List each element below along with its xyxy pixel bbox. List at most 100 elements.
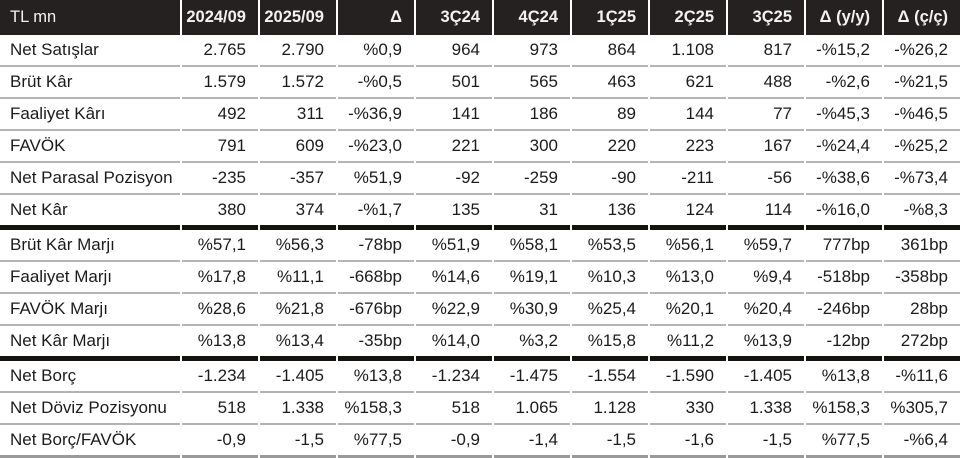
row-label: Faaliyet Marjı — [0, 262, 180, 294]
cell-value: -%26,2 — [884, 35, 960, 67]
cell-value: 1.108 — [650, 35, 726, 67]
cell-value: -92 — [416, 163, 492, 195]
table-row: Net Satışlar 2.765 2.790 %0,9 964 973 864 1.108… — [0, 35, 960, 67]
cell-value: -%45,3 — [806, 99, 882, 131]
cell-value: %3,2 — [494, 326, 570, 361]
table-row: Faaliyet Marjı %17,8 %11,1 -668bp %14,6 %19,1… — [0, 262, 960, 294]
cell-value: 1.065 — [494, 393, 570, 425]
cell-value: -259 — [494, 163, 570, 195]
cell-value: 77 — [728, 99, 804, 131]
cell-value: -1,5 — [728, 425, 804, 458]
row-label: Net Satışlar — [0, 35, 180, 67]
cell-value: %56,3 — [260, 230, 336, 262]
cell-value: %77,5 — [338, 425, 414, 458]
cell-value: 186 — [494, 99, 570, 131]
cell-value: -%46,5 — [884, 99, 960, 131]
cell-value: 220 — [572, 131, 648, 163]
cell-value: 492 — [182, 99, 258, 131]
cell-value: %14,6 — [416, 262, 492, 294]
table-row: FAVÖK Marjı %28,6 %21,8 -676bp %22,9 %30,9 %25… — [0, 294, 960, 326]
cell-value: %17,8 — [182, 262, 258, 294]
cell-value: %19,1 — [494, 262, 570, 294]
cell-value: -0,9 — [182, 425, 258, 458]
cell-value: 973 — [494, 35, 570, 67]
table-row: Net Kâr Marjı %13,8 %13,4 -35bp %14,0 %3,2 %15… — [0, 326, 960, 361]
column-header: Δ (ç/ç) — [884, 0, 960, 35]
cell-value: -668bp — [338, 262, 414, 294]
cell-value: %158,3 — [338, 393, 414, 425]
cell-value: %305,7 — [884, 393, 960, 425]
row-label: Net Parasal Pozisyon — [0, 163, 180, 195]
column-header: Δ (y/y) — [806, 0, 882, 35]
column-header: 3Ç25 — [728, 0, 804, 35]
cell-value: 791 — [182, 131, 258, 163]
cell-value: -211 — [650, 163, 726, 195]
cell-value: %51,9 — [416, 230, 492, 262]
cell-value: -%0,5 — [338, 67, 414, 99]
cell-value: 300 — [494, 131, 570, 163]
cell-value: -1,4 — [494, 425, 570, 458]
cell-value: -12bp — [806, 326, 882, 361]
cell-value: -%21,5 — [884, 67, 960, 99]
cell-value: %20,1 — [650, 294, 726, 326]
cell-value: -1.234 — [182, 361, 258, 393]
cell-value: 2.765 — [182, 35, 258, 67]
header-row: TL mn 2024/09 2025/09 Δ 3Ç24 4Ç24 1Ç25 2Ç25 3Ç25… — [0, 0, 960, 35]
cell-value: %14,0 — [416, 326, 492, 361]
cell-value: %13,8 — [338, 361, 414, 393]
cell-value: %13,8 — [806, 361, 882, 393]
cell-value: 2.790 — [260, 35, 336, 67]
column-header: 4Ç24 — [494, 0, 570, 35]
cell-value: 501 — [416, 67, 492, 99]
cell-value: 1.579 — [182, 67, 258, 99]
column-header: 2025/09 — [260, 0, 336, 35]
row-label: FAVÖK Marjı — [0, 294, 180, 326]
row-label: Net Kâr Marjı — [0, 326, 180, 361]
cell-value: -1.405 — [728, 361, 804, 393]
table-row: Net Parasal Pozisyon -235 -357 %51,9 -92 -259… — [0, 163, 960, 195]
cell-value: 463 — [572, 67, 648, 99]
column-header: 2Ç25 — [650, 0, 726, 35]
column-header-metric: TL mn — [0, 0, 180, 35]
table-row: Brüt Kâr Marjı %57,1 %56,3 -78bp %51,9 %58,1%… — [0, 230, 960, 262]
cell-value: -518bp — [806, 262, 882, 294]
row-label: Brüt Kâr — [0, 67, 180, 99]
cell-value: %57,1 — [182, 230, 258, 262]
table-body: Net Satışlar 2.765 2.790 %0,9 964 973 864 1.108… — [0, 35, 960, 458]
cell-value: 565 — [494, 67, 570, 99]
cell-value: 864 — [572, 35, 648, 67]
cell-value: -%2,6 — [806, 67, 882, 99]
row-label: Net Kâr — [0, 195, 180, 230]
row-label: Net Borç/FAVÖK — [0, 425, 180, 458]
cell-value: %53,5 — [572, 230, 648, 262]
cell-value: 31 — [494, 195, 570, 230]
cell-value: 518 — [416, 393, 492, 425]
cell-value: -1,5 — [572, 425, 648, 458]
cell-value: -%6,4 — [884, 425, 960, 458]
cell-value: -358bp — [884, 262, 960, 294]
column-header: Δ — [338, 0, 414, 35]
cell-value: -%24,4 — [806, 131, 882, 163]
cell-value: 136 — [572, 195, 648, 230]
cell-value: 1.572 — [260, 67, 336, 99]
table-row: Faaliyet Kârı 492 311 -%36,9 141 186 89 144 77 -%… — [0, 99, 960, 131]
cell-value: 621 — [650, 67, 726, 99]
cell-value: -%11,6 — [884, 361, 960, 393]
cell-value: %10,3 — [572, 262, 648, 294]
cell-value: -1.554 — [572, 361, 648, 393]
cell-value: -0,9 — [416, 425, 492, 458]
cell-value: -676bp — [338, 294, 414, 326]
cell-value: -%38,6 — [806, 163, 882, 195]
table-header: TL mn 2024/09 2025/09 Δ 3Ç24 4Ç24 1Ç25 2Ç25 3Ç25… — [0, 0, 960, 35]
cell-value: -%16,0 — [806, 195, 882, 230]
cell-value: 223 — [650, 131, 726, 163]
cell-value: 272bp — [884, 326, 960, 361]
cell-value: -%36,9 — [338, 99, 414, 131]
cell-value: %77,5 — [806, 425, 882, 458]
row-label: Net Döviz Pozisyonu — [0, 393, 180, 425]
cell-value: 135 — [416, 195, 492, 230]
cell-value: %11,2 — [650, 326, 726, 361]
row-label: Brüt Kâr Marjı — [0, 230, 180, 262]
row-label: FAVÖK — [0, 131, 180, 163]
